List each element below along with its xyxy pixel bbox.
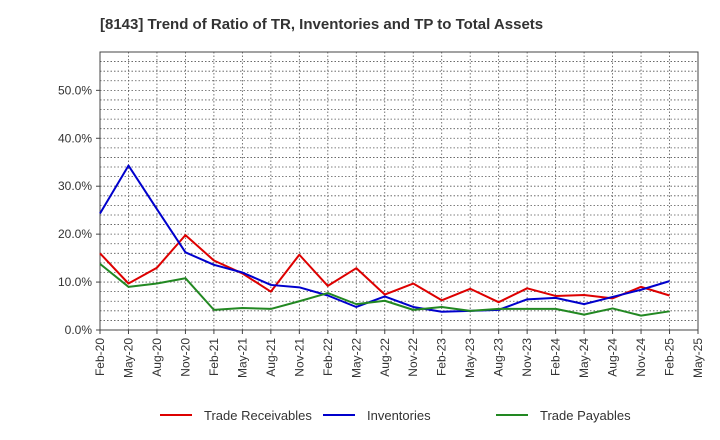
chart-title: [8143] Trend of Ratio of TR, Inventories… [100, 16, 544, 33]
x-tick-label: Feb-23 [435, 338, 449, 376]
x-tick-label: Aug-22 [378, 338, 392, 377]
legend-label-inventories: Inventories [367, 408, 431, 423]
x-tick-label: May-21 [235, 338, 249, 378]
x-tick-label: Aug-20 [150, 338, 164, 377]
x-tick-label: Nov-23 [520, 338, 534, 377]
y-tick-label: 10.0% [58, 275, 92, 289]
x-tick-label: Feb-21 [207, 338, 221, 376]
x-tick-label: Aug-21 [264, 338, 278, 377]
x-tick-label: May-24 [577, 338, 591, 378]
axes: 0.0% 10.0% 20.0% 30.0% 40.0% 50.0% Feb-20 May-2… [58, 51, 705, 378]
series-line-trade-payables [99, 263, 670, 317]
plot-area-border [99, 51, 699, 331]
y-tick-label: 40.0% [58, 131, 92, 145]
x-tick-label: Aug-24 [606, 338, 620, 377]
x-tick-label: Nov-20 [178, 338, 192, 377]
x-tick-label: Nov-22 [406, 338, 420, 377]
legend: Trade Receivables Inventories Trade Payabl… [160, 408, 631, 423]
x-tick-label: Nov-21 [292, 338, 306, 377]
x-tick-label: Feb-20 [93, 338, 107, 376]
x-tick-label: Feb-22 [321, 338, 335, 376]
legend-label-trade-payables: Trade Payables [540, 408, 631, 423]
x-tick-label: Feb-24 [549, 338, 563, 376]
x-tick-label: May-25 [691, 338, 705, 378]
y-tick-label: 0.0% [65, 323, 93, 337]
x-tick-label: May-22 [349, 338, 363, 378]
y-tick-label: 20.0% [58, 227, 92, 241]
x-tick-label: Feb-25 [663, 338, 677, 376]
y-tick-label: 30.0% [58, 179, 92, 193]
series-line-trade-receivables [99, 234, 670, 304]
x-tick-label: Aug-23 [492, 338, 506, 377]
x-tick-label: Nov-24 [634, 338, 648, 377]
y-tick-label: 50.0% [58, 83, 92, 97]
x-tick-label: May-23 [463, 338, 477, 378]
series-line-inventories [99, 164, 670, 313]
x-tick-label: May-20 [121, 338, 135, 378]
legend-label-trade-receivables: Trade Receivables [204, 408, 312, 423]
series-lines [99, 164, 670, 317]
